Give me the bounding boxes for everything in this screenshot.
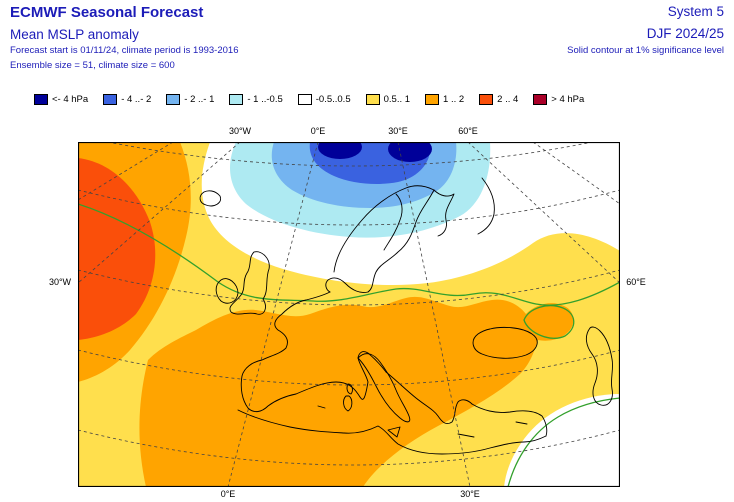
significance-contour — [78, 203, 620, 306]
anomaly-field — [78, 142, 620, 487]
coastline-mediterranean-north — [295, 351, 387, 400]
coastlines — [199, 177, 614, 455]
legend-swatch — [365, 94, 380, 105]
coastline-arctic-islands — [477, 177, 495, 235]
lon-label-bottom-0e: 0°E — [220, 489, 236, 499]
legend-label: 2 .. 4 — [497, 94, 519, 105]
coastline-atlantic-europe — [240, 291, 331, 413]
legend-item: <- 4 hPa — [34, 94, 88, 105]
coastline-turkey-south — [471, 403, 548, 437]
significance-contour — [507, 397, 620, 487]
coastline-denmark — [325, 277, 369, 293]
page-title: ECMWF Seasonal Forecast — [10, 4, 204, 21]
ensemble-size-line: Ensemble size = 51, climate size = 600 — [10, 60, 175, 72]
legend: <- 4 hPa - 4 ..- 2 - 2 ..- 1 - 1 ..-0.5 -0.5… — [34, 94, 584, 105]
legend-label: 1 .. 2 — [443, 94, 465, 105]
graticule-parallel — [78, 429, 620, 466]
lon-label-bottom-30e: 30°E — [460, 489, 480, 499]
coastline-cyprus — [515, 421, 528, 425]
coastline-corsica — [346, 383, 353, 395]
coastline-italy — [357, 353, 411, 423]
graticule — [78, 142, 620, 487]
forecast-start-line: Forecast start is 01/11/24, climate peri… — [10, 45, 239, 57]
coastline-north-africa — [237, 409, 547, 455]
lon-label-top-0e: 0°E — [310, 126, 326, 136]
graticule-parallel — [78, 269, 620, 306]
significance-note: Solid contour at 1% significance level — [567, 44, 724, 56]
legend-item: > 4 hPa — [533, 94, 584, 105]
legend-item: 2 .. 4 — [479, 94, 518, 105]
coastline-balkans-greece — [385, 371, 473, 425]
graticule-meridian-30e — [397, 142, 471, 487]
significance-contours — [78, 203, 620, 487]
legend-swatch — [34, 94, 48, 105]
coastline-black-sea — [472, 326, 538, 359]
legend-item: - 4 ..- 2 — [103, 94, 151, 105]
coastline-balearics — [317, 405, 326, 409]
legend-item: 0.5.. 1 — [365, 94, 411, 105]
legend-label: -0.5..0.5 — [315, 94, 351, 105]
coastline-crete — [457, 433, 475, 438]
legend-swatch — [103, 94, 118, 105]
chart-subtitle: Mean MSLP anomaly — [10, 26, 139, 42]
legend-item: - 1 ..-0.5 — [229, 94, 283, 105]
legend-label: - 2 ..- 1 — [184, 94, 215, 105]
coastline-caspian-sea — [585, 326, 614, 406]
coastline-iceland — [199, 190, 222, 207]
graticule-parallel — [78, 189, 620, 226]
legend-label: - 1 ..-0.5 — [247, 94, 283, 105]
graticule-meridian-60e — [467, 142, 620, 284]
significance-contour — [523, 305, 575, 339]
anomaly-region-navy-east — [388, 142, 432, 162]
legend-label: 0.5.. 1 — [383, 94, 411, 105]
anomaly-region-navy-west — [318, 142, 362, 159]
coastline-white-sea — [433, 189, 455, 237]
legend-swatch — [533, 94, 548, 105]
legend-item: - 2 ..- 1 — [166, 94, 214, 105]
period-label: DJF 2024/25 — [646, 25, 724, 41]
lon-label-right-60e: 60°E — [626, 277, 646, 287]
graticule-parallel — [105, 142, 595, 167]
coastline-sardinia — [343, 395, 353, 412]
legend-label: > 4 hPa — [551, 94, 585, 105]
legend-swatch — [479, 94, 494, 105]
coastline-sicily — [387, 426, 401, 438]
anomaly-region-white-southeast — [504, 394, 620, 487]
coastline-scandinavia-west — [333, 185, 435, 273]
anomaly-map-svg — [78, 142, 620, 487]
legend-swatch — [425, 94, 440, 105]
coastline-ireland — [215, 278, 239, 304]
legend-label: <- 4 hPa — [52, 94, 89, 105]
legend-label: - 4 ..- 2 — [121, 94, 152, 105]
system-label: System 5 — [667, 4, 724, 19]
lon-label-left-30w: 30°W — [48, 277, 72, 287]
lon-label-top-30w: 30°W — [228, 126, 252, 136]
legend-swatch — [166, 94, 181, 105]
anomaly-map — [78, 142, 620, 487]
coastline-bothnia — [383, 193, 403, 251]
header-left: ECMWF Seasonal Forecast Mean MSLP anomal… — [10, 4, 239, 72]
coastline-scandinavia-east — [367, 189, 435, 293]
coastline-britain — [229, 251, 270, 315]
legend-item: -0.5..0.5 — [297, 94, 351, 105]
map-border — [78, 142, 620, 487]
lon-label-top-30e: 30°E — [388, 126, 408, 136]
legend-item: 1 .. 2 — [425, 94, 464, 105]
legend-swatch — [229, 94, 244, 105]
legend-swatch — [297, 94, 312, 105]
graticule-meridian-60w — [78, 142, 174, 201]
graticule-parallel — [78, 349, 620, 386]
header-right: System 5 DJF 2024/25 Solid contour at 1%… — [567, 4, 724, 57]
lon-label-top-60e: 60°E — [458, 126, 478, 136]
